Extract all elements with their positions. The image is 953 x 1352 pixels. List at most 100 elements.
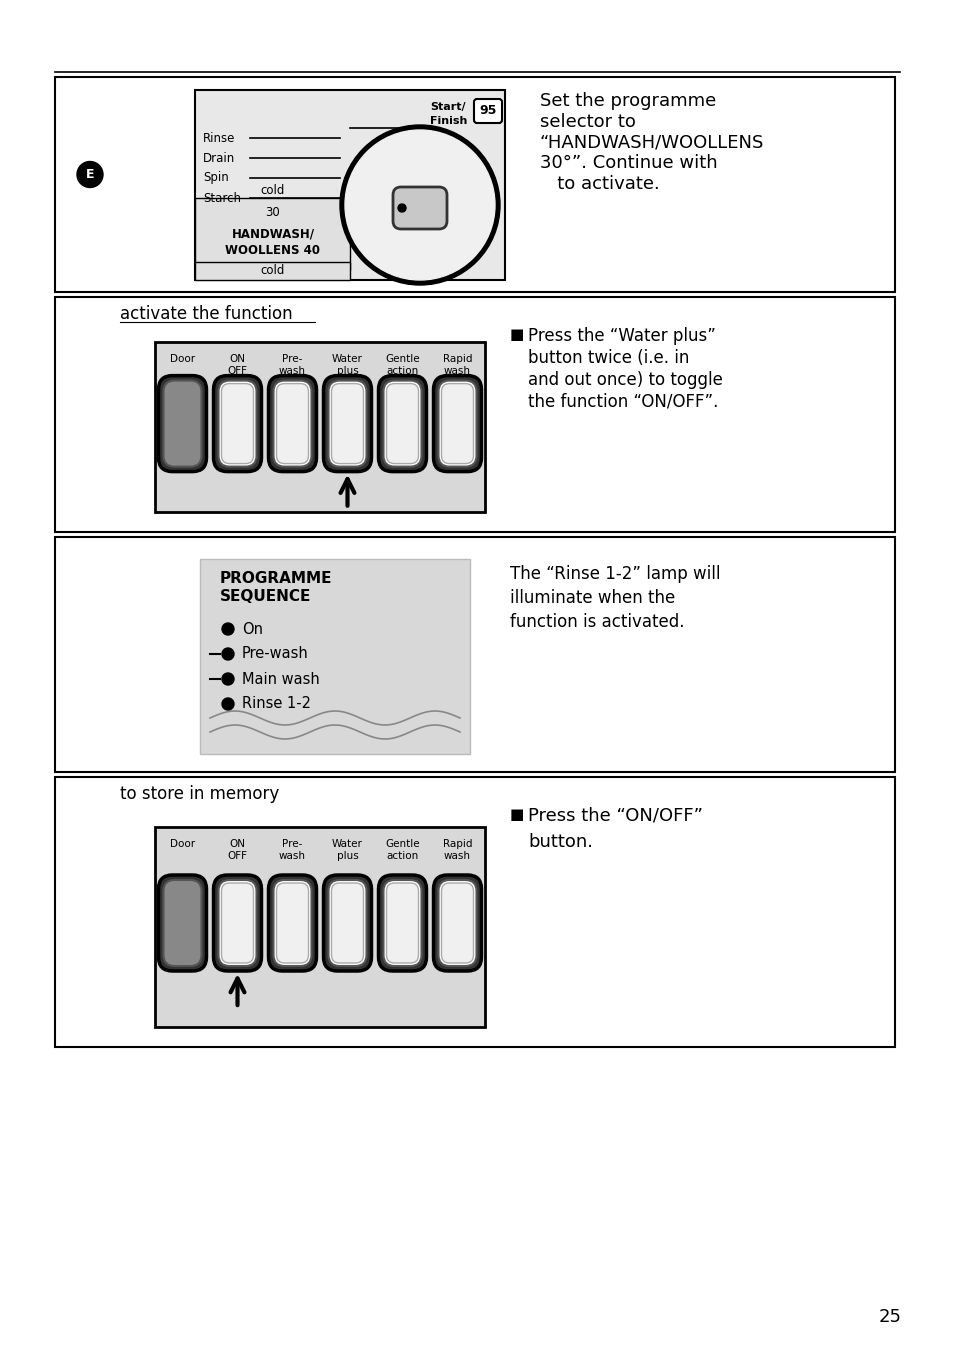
Text: WOOLLENS 40: WOOLLENS 40: [225, 243, 320, 257]
FancyBboxPatch shape: [163, 381, 201, 466]
Text: The “Rinse 1-2” lamp will: The “Rinse 1-2” lamp will: [510, 565, 720, 583]
Text: ON
OFF: ON OFF: [227, 354, 247, 376]
FancyBboxPatch shape: [194, 262, 350, 280]
Text: Rinse 1-2: Rinse 1-2: [242, 696, 311, 711]
FancyBboxPatch shape: [154, 342, 484, 512]
Circle shape: [222, 648, 233, 660]
Text: Start/: Start/: [430, 101, 465, 112]
Text: Rapid
wash: Rapid wash: [442, 840, 472, 861]
FancyBboxPatch shape: [221, 883, 253, 963]
Circle shape: [222, 623, 233, 635]
FancyBboxPatch shape: [441, 883, 473, 963]
Text: SEQUENCE: SEQUENCE: [220, 589, 311, 604]
Text: and out once) to toggle: and out once) to toggle: [527, 370, 722, 389]
FancyBboxPatch shape: [438, 381, 476, 466]
Text: 95: 95: [478, 104, 497, 118]
FancyBboxPatch shape: [274, 880, 312, 965]
Text: E: E: [86, 168, 94, 181]
Text: ON
OFF: ON OFF: [227, 840, 247, 861]
Text: 25: 25: [878, 1307, 901, 1326]
FancyBboxPatch shape: [383, 381, 421, 466]
FancyBboxPatch shape: [213, 376, 261, 472]
FancyBboxPatch shape: [393, 187, 447, 228]
Text: Rapid
wash: Rapid wash: [442, 354, 472, 376]
Text: Pre-wash: Pre-wash: [242, 646, 309, 661]
FancyBboxPatch shape: [268, 376, 316, 472]
Text: Press the “Water plus”: Press the “Water plus”: [527, 327, 715, 345]
FancyBboxPatch shape: [213, 875, 261, 971]
Circle shape: [222, 673, 233, 685]
Text: Door: Door: [170, 354, 194, 364]
Text: illuminate when the: illuminate when the: [510, 589, 675, 607]
FancyBboxPatch shape: [276, 883, 308, 963]
Circle shape: [397, 204, 406, 212]
FancyBboxPatch shape: [55, 537, 894, 772]
Text: Set the programme
selector to
“HANDWASH/WOOLLENS
30°”. Continue with
   to activ: Set the programme selector to “HANDWASH/…: [539, 92, 763, 193]
FancyBboxPatch shape: [474, 99, 501, 123]
FancyBboxPatch shape: [194, 197, 350, 270]
FancyBboxPatch shape: [331, 384, 363, 464]
Text: Press the “ON/OFF”: Press the “ON/OFF”: [527, 807, 702, 825]
Text: Drain: Drain: [203, 151, 235, 165]
FancyBboxPatch shape: [268, 875, 316, 971]
Text: Finish: Finish: [430, 116, 467, 126]
FancyBboxPatch shape: [438, 880, 476, 965]
FancyBboxPatch shape: [55, 777, 894, 1046]
FancyBboxPatch shape: [328, 381, 366, 466]
FancyBboxPatch shape: [158, 376, 206, 472]
Text: Gentle
action: Gentle action: [385, 354, 419, 376]
Text: Rinse: Rinse: [203, 131, 235, 145]
FancyBboxPatch shape: [218, 880, 256, 965]
Text: On: On: [242, 622, 263, 637]
Text: Pre-
wash: Pre- wash: [278, 840, 306, 861]
FancyBboxPatch shape: [441, 384, 473, 464]
Text: Starch: Starch: [203, 192, 241, 204]
Text: button.: button.: [527, 833, 593, 850]
Text: Pre-
wash: Pre- wash: [278, 354, 306, 376]
Text: Water
plus: Water plus: [332, 840, 362, 861]
Text: cold: cold: [260, 184, 285, 196]
FancyBboxPatch shape: [154, 827, 484, 1028]
FancyBboxPatch shape: [331, 883, 363, 963]
Text: Door: Door: [170, 840, 194, 849]
Text: Water
plus: Water plus: [332, 354, 362, 376]
FancyBboxPatch shape: [433, 376, 481, 472]
Text: the function “ON/OFF”.: the function “ON/OFF”.: [527, 393, 718, 411]
FancyBboxPatch shape: [163, 880, 201, 965]
FancyBboxPatch shape: [378, 376, 426, 472]
Text: to store in memory: to store in memory: [120, 786, 279, 803]
Circle shape: [345, 130, 495, 280]
Text: Spin: Spin: [203, 172, 229, 184]
FancyBboxPatch shape: [378, 875, 426, 971]
FancyBboxPatch shape: [200, 558, 470, 754]
Text: HANDWASH/: HANDWASH/: [232, 227, 314, 241]
Text: PROGRAMME: PROGRAMME: [220, 571, 333, 585]
FancyBboxPatch shape: [55, 297, 894, 531]
Text: Gentle
action: Gentle action: [385, 840, 419, 861]
FancyBboxPatch shape: [55, 77, 894, 292]
FancyBboxPatch shape: [218, 381, 256, 466]
Circle shape: [77, 161, 103, 188]
FancyBboxPatch shape: [328, 880, 366, 965]
FancyBboxPatch shape: [276, 384, 308, 464]
FancyBboxPatch shape: [194, 91, 504, 280]
Text: ■: ■: [510, 807, 524, 822]
Circle shape: [339, 124, 499, 285]
FancyBboxPatch shape: [386, 384, 418, 464]
Text: 30: 30: [265, 206, 280, 219]
FancyBboxPatch shape: [221, 384, 253, 464]
Text: function is activated.: function is activated.: [510, 612, 684, 631]
Text: button twice (i.e. in: button twice (i.e. in: [527, 349, 689, 366]
FancyBboxPatch shape: [383, 880, 421, 965]
FancyBboxPatch shape: [274, 381, 312, 466]
Circle shape: [222, 698, 233, 710]
FancyBboxPatch shape: [158, 875, 206, 971]
FancyBboxPatch shape: [323, 376, 371, 472]
FancyBboxPatch shape: [433, 875, 481, 971]
Text: cold: cold: [260, 265, 285, 277]
Text: Main wash: Main wash: [242, 672, 319, 687]
Text: activate the function: activate the function: [120, 306, 293, 323]
FancyBboxPatch shape: [323, 875, 371, 971]
Text: ■: ■: [510, 327, 524, 342]
FancyBboxPatch shape: [386, 883, 418, 963]
